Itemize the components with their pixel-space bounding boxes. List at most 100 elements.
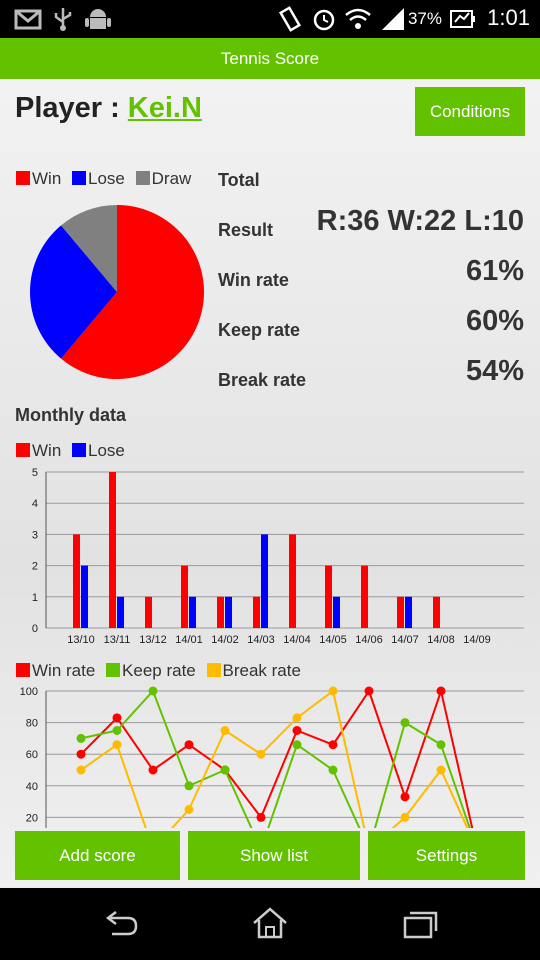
legend-label: Lose (88, 441, 125, 460)
total-heading: Total (218, 170, 260, 190)
point-break-rate (436, 765, 446, 775)
point-win-rate (328, 740, 338, 750)
x-tick-label: 14/03 (247, 634, 275, 646)
back-icon[interactable] (100, 908, 140, 940)
pie-slice-lose (29, 225, 118, 359)
bar-lose (261, 534, 268, 628)
y-tick-label: 3 (32, 529, 38, 541)
android-icon (85, 9, 111, 29)
legend-item-keep-rate: Keep rate (106, 661, 196, 680)
conditions-button[interactable]: Conditions (415, 87, 525, 136)
point-break-rate (184, 805, 194, 814)
bar-lose (333, 596, 340, 628)
battery-icon (450, 10, 475, 28)
legend-label: Keep rate (122, 661, 196, 680)
bar-win (217, 596, 224, 628)
gmail-icon (14, 9, 42, 30)
point-keep-rate (112, 726, 122, 735)
result-value: R:36 W:22 L:10 (316, 205, 524, 237)
legend-item-win: Win (16, 169, 61, 188)
show-list-button[interactable]: Show list (188, 831, 360, 880)
legend-swatch (72, 443, 87, 457)
legend-swatch (16, 443, 30, 457)
line-keep-rate (80, 689, 471, 828)
bar-lose (81, 565, 88, 628)
home-icon[interactable] (250, 905, 290, 941)
point-keep-rate (436, 740, 446, 750)
legend-swatch (206, 663, 221, 677)
y-tick-label: 80 (26, 718, 38, 730)
bar-win (433, 596, 440, 628)
point-keep-rate (148, 686, 158, 696)
point-win-rate (292, 726, 302, 735)
legend-swatch (16, 171, 30, 185)
break-rate-label: Break rate (218, 370, 307, 390)
bar-win (397, 596, 404, 628)
point-win-rate (256, 812, 266, 822)
y-tick-label: 4 (32, 498, 38, 510)
add-score-button[interactable]: Add score (15, 831, 180, 880)
bar-win (181, 565, 188, 628)
settings-button[interactable]: Settings (368, 831, 525, 880)
y-tick-label: 2 (32, 561, 38, 573)
point-keep-rate (292, 740, 302, 750)
point-win-rate (112, 713, 122, 723)
legend-swatch (72, 171, 87, 185)
point-keep-rate (328, 765, 338, 775)
x-tick-label: 14/02 (211, 634, 239, 646)
legend-swatch (106, 663, 121, 677)
point-keep-rate (220, 765, 230, 775)
point-win-rate (400, 792, 410, 802)
point-break-rate (292, 713, 302, 723)
x-tick-label: 13/12 (139, 634, 167, 646)
point-break-rate (220, 726, 230, 735)
clock: 1:01 (487, 5, 530, 30)
point-break-rate (328, 686, 338, 696)
bar-lose (189, 596, 196, 628)
bar-win (253, 596, 260, 628)
app-title-bar: Tennis Score (0, 38, 540, 79)
legend-item-lose: Lose (72, 441, 125, 460)
win-rate-label: Win rate (218, 270, 289, 290)
legend-item-draw: Draw (135, 169, 191, 188)
result-label: Result (218, 220, 274, 240)
legend-item-win-rate: Win rate (16, 661, 95, 680)
bar-legend: Win Lose (16, 441, 131, 461)
y-tick-label: 5 (32, 467, 38, 479)
monthly-data-title: Monthly data (15, 405, 126, 425)
break-rate-value: 54% (465, 355, 524, 387)
point-keep-rate (400, 718, 410, 728)
x-tick-label: 14/09 (463, 634, 491, 646)
pie-slice-draw (61, 205, 117, 292)
system-nav-bar (0, 888, 540, 960)
monthly-bar-chart: 0 1 2 3 4 5 13/10 13/11 13/12 14/01 14/02 14/03 14/0… (32, 467, 524, 646)
status-bar: 37% 1:01 (0, 0, 540, 38)
keep-rate-label: Keep rate (218, 320, 301, 340)
point-win-rate (76, 749, 86, 759)
bar-win (289, 534, 296, 628)
legend-swatch (135, 171, 150, 185)
player-name-link[interactable]: Kei.N (127, 92, 202, 124)
legend-label: Win rate (32, 661, 96, 680)
bar-win (325, 565, 332, 628)
legend-label: Win (32, 169, 62, 188)
point-break-rate (400, 812, 410, 822)
legend-item-win: Win (16, 441, 61, 460)
signal-icon (382, 8, 404, 30)
monthly-rate-line-chart: 20 40 60 80 100 (20, 686, 524, 828)
player-heading: Player : Kei.N (15, 92, 202, 125)
line-break-rate (80, 689, 469, 828)
point-win-rate (436, 686, 446, 696)
y-tick-label: 60 (26, 749, 38, 761)
x-tick-label: 14/06 (355, 634, 383, 646)
legend-label: Lose (88, 169, 125, 188)
usb-icon (54, 8, 72, 31)
y-tick-label: 1 (32, 592, 38, 604)
recents-icon[interactable] (400, 908, 440, 940)
pie-legend: Win Lose Draw (16, 169, 197, 189)
player-label: Player : (15, 92, 120, 124)
vibrate-icon (278, 6, 302, 32)
point-win-rate (184, 740, 194, 750)
bar-lose (117, 596, 124, 628)
x-tick-label: 14/07 (391, 634, 419, 646)
